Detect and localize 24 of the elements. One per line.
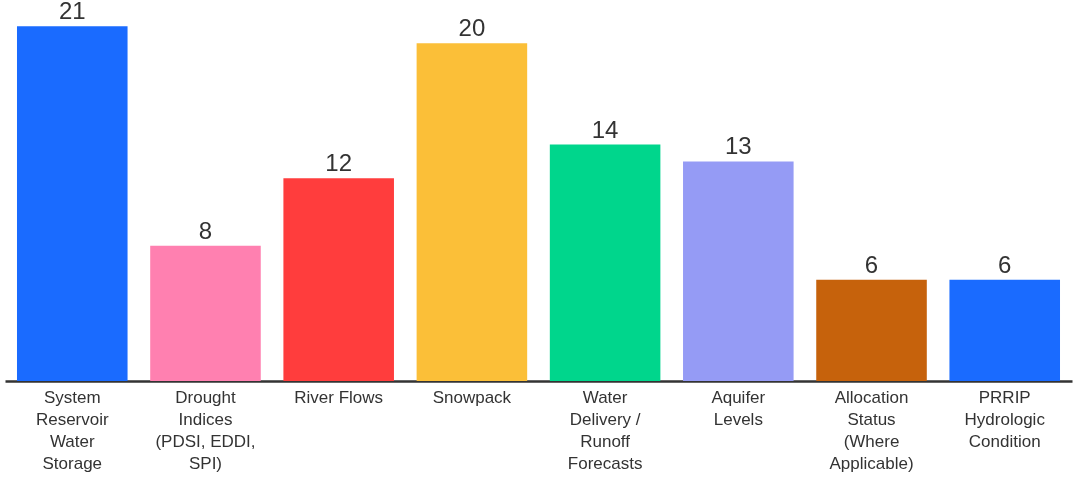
x-tick-label: Aquifer Levels	[711, 387, 766, 429]
data-label: 6	[998, 250, 1012, 278]
bar	[816, 279, 927, 381]
bar	[683, 161, 794, 381]
x-tick-label: Allocation Status (Where Applicable)	[829, 387, 914, 473]
data-label: 14	[591, 115, 619, 143]
bar	[416, 43, 528, 381]
x-tick-label: Drought Indices (PDSI, EDDI, SPI)	[155, 387, 256, 473]
x-tick-label: System Reservoir Water Storage	[35, 387, 109, 473]
data-label: 12	[325, 149, 353, 177]
bar	[283, 178, 394, 381]
bar	[150, 245, 261, 381]
data-label: 20	[458, 14, 486, 42]
x-tick-label: Snowpack	[432, 387, 512, 407]
bar	[16, 26, 128, 381]
data-label: 21	[58, 0, 86, 25]
x-tick-label: River Flows	[294, 387, 384, 407]
x-tick-label: PRRIP Hydrologic Condition	[964, 387, 1046, 451]
x-tick-label: Water Delivery / Runoff Forecasts	[567, 387, 643, 473]
data-label: 13	[724, 132, 752, 160]
bar	[549, 144, 661, 381]
data-label: 8	[198, 216, 213, 244]
data-label: 6	[864, 250, 879, 278]
bar	[949, 279, 1061, 381]
